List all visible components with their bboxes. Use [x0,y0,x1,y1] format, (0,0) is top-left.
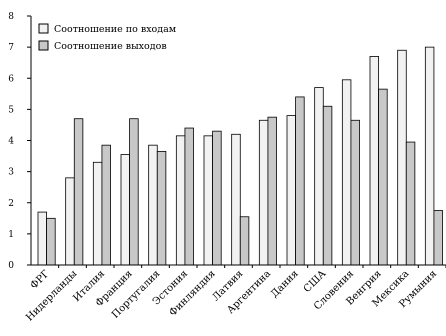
bar-inputs [175,135,186,266]
bar-group [37,46,446,268]
y-tick-label: 7 [8,43,14,53]
bar-inputs [424,46,435,266]
bar-outputs [295,96,305,266]
y-tick-label: 4 [8,137,14,147]
bar-outputs [156,150,167,266]
x-tick-label: Дания [269,268,301,300]
bar-inputs [286,115,297,266]
y-tick-label: 5 [8,105,14,115]
bar-inputs [231,133,241,266]
legend-label-inputs: Соотношение по входам [54,24,177,35]
bar-inputs [258,119,269,266]
bar-outputs [101,144,111,266]
bar-outputs [267,116,277,266]
legend: Соотношение по входам Соотношение выходо… [38,23,177,52]
y-tick-label: 1 [8,230,14,240]
legend-swatch-inputs [38,23,49,34]
bar-inputs [203,135,214,266]
bar-inputs [369,56,380,266]
bar-outputs [73,118,84,266]
bar-outputs [184,127,194,266]
bar-inputs [65,177,75,266]
bar-outputs [129,118,139,266]
y-tick-label: 3 [8,168,14,178]
bar-outputs [46,217,56,266]
bar-outputs [239,216,250,266]
bar-inputs [397,49,407,266]
bar-inputs [37,211,48,266]
x-tick-label: ФРГ [29,268,52,291]
bar-inputs [148,144,158,266]
bar-outputs [378,88,388,266]
bar-inputs [314,87,324,266]
x-axis-labels: ФРГНидерландыИталияФранцияПортугалияЭсто… [24,268,439,323]
bar-outputs [405,141,416,266]
bar-outputs [212,130,222,266]
y-tick-label: 2 [8,199,14,209]
bar-outputs [350,119,360,266]
legend-swatch-outputs [38,40,49,51]
y-tick-label: 8 [8,12,14,22]
bar-outputs [433,210,443,266]
bar-inputs [120,154,131,266]
y-tick-label: 6 [8,74,14,84]
y-tick-label: 0 [8,261,14,271]
bar-inputs [92,161,103,266]
legend-label-outputs: Соотношение выходов [54,41,167,52]
bar-inputs [341,79,352,266]
bar-outputs [322,105,333,266]
y-axis-ticks: 0 1 2 3 4 5 6 7 8 [8,12,31,271]
